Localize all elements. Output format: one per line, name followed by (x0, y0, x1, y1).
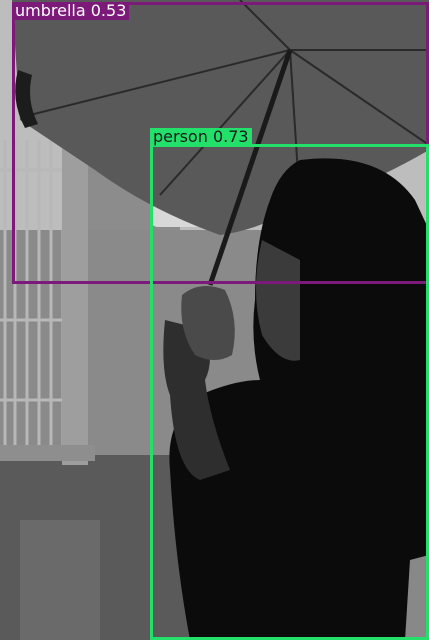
gate-post (62, 130, 88, 465)
person-detection-label: person 0.73 (150, 128, 252, 146)
person-silhouette (169, 158, 429, 640)
person-confidence: 0.73 (212, 127, 249, 146)
person-hands (181, 286, 235, 360)
floor-reflection (20, 520, 100, 640)
person-arm (163, 320, 230, 480)
umbrella-shaft (207, 49, 293, 286)
doorframe-edge (405, 555, 429, 640)
umbrella-strap (15, 70, 38, 128)
person-face (256, 240, 300, 361)
person-bounding-box (150, 144, 429, 640)
umbrella-detection-label: umbrella 0.53 (12, 1, 130, 20)
umbrella-class-name: umbrella (15, 1, 86, 20)
person-class-name: person (153, 127, 208, 146)
umbrella-bounding-box (12, 2, 429, 284)
umbrella-confidence: 0.53 (90, 1, 127, 20)
gate-track (0, 445, 95, 461)
